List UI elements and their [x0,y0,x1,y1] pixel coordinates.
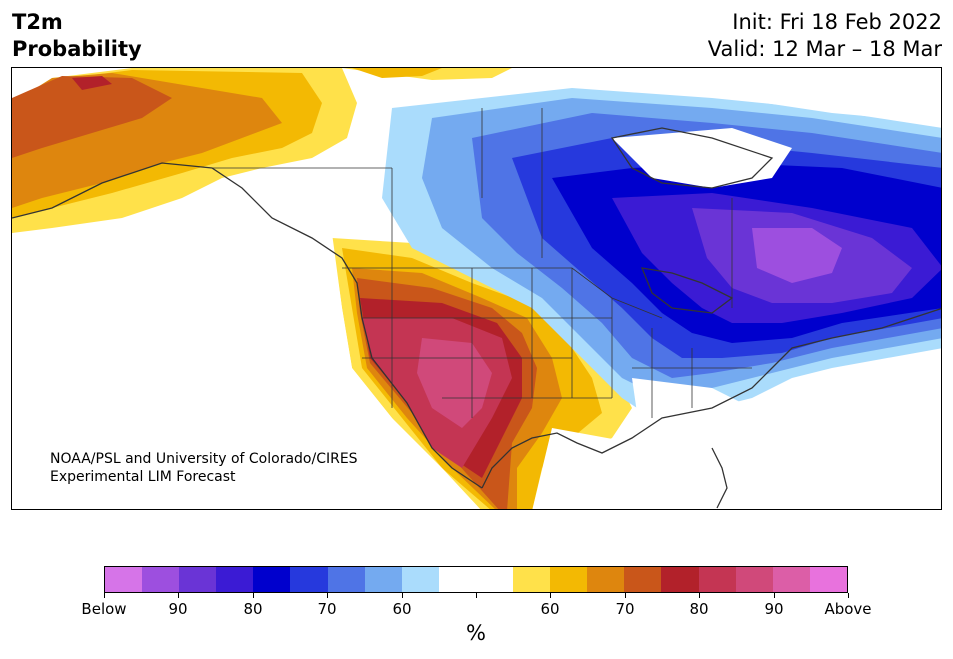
init-date: Init: Fri 18 Feb 2022 [732,10,942,34]
colorbar-cell [364,567,402,592]
colorbar-tick-label: 90 [168,600,188,618]
credit-line-2: Experimental LIM Forecast [50,469,236,485]
colorbar-cell [513,567,551,592]
colorbar-cell [216,567,254,592]
colorbar-tick [476,593,477,598]
colorbar-tick-label: 70 [317,600,337,618]
colorbar-tick [402,593,403,598]
colorbar-tick [848,593,849,598]
product-name: Probability [12,37,142,61]
colorbar-tick-label: 80 [243,600,263,618]
colorbar-cell [624,567,662,592]
warm-zone-west-peak [417,338,492,428]
colorbar-cell [142,567,180,592]
colorbar-tick-label: 60 [540,600,560,618]
colorbar-tick [178,593,179,598]
colorbar-tick-label: 80 [689,600,709,618]
colorbar-tick [104,593,105,598]
colorbar [104,566,848,593]
neutral-gulf [532,428,711,509]
colorbar-cell [475,567,514,592]
colorbar-tick [625,593,626,598]
state-borders [212,108,752,418]
colorbar-tick [327,593,328,598]
warm-zone-top [72,76,112,90]
colorbar-cell [105,567,143,592]
colorbar-cell [550,567,588,592]
probability-map: NOAA/PSL and University of Colorado/CIRE… [11,67,942,510]
colorbar-unit: % [466,621,486,645]
colorbar-cell [772,567,810,592]
colorbar-tick-label: Above [824,600,872,618]
coastlines [12,127,941,509]
colorbar-tick-label: 60 [392,600,412,618]
colorbar-tick-label: 90 [764,600,784,618]
colorbar-tick [550,593,551,598]
colorbar-tick [699,593,700,598]
forecast-dates: Init: Fri 18 Feb 2022 Valid: 12 Mar – 18… [708,9,942,63]
colorbar-cell [587,567,625,592]
colorbar-cell [698,567,736,592]
variable-name: T2m [12,10,63,34]
warm-zone-90 [12,76,172,158]
colorbar-tick-label: Below [81,600,127,618]
neutral-hudson-bay [612,128,792,188]
neutral-pacific [12,218,481,509]
valid-period: Valid: 12 Mar – 18 Mar [707,37,942,61]
warm-zone-north-inner [352,68,442,78]
colorbar-cell [809,567,847,592]
colorbar-cell [438,567,476,592]
colorbar-cell [661,567,699,592]
neutral-arctic [692,68,941,123]
colorbar-cell [735,567,773,592]
map-title: T2m Probability [12,9,142,63]
colorbar-cell [401,567,439,592]
colorbar-cell [290,567,328,592]
map-canvas: NOAA/PSL and University of Colorado/CIRE… [12,68,941,509]
colorbar-tick [774,593,775,598]
colorbar-cell [253,567,291,592]
colorbar-cell [179,567,217,592]
colorbar-cell [327,567,365,592]
colorbar-tick [253,593,254,598]
credit-line-1: NOAA/PSL and University of Colorado/CIRE… [50,451,358,467]
colorbar-tick-label: 70 [615,600,635,618]
cold-zone-peak [752,228,842,283]
